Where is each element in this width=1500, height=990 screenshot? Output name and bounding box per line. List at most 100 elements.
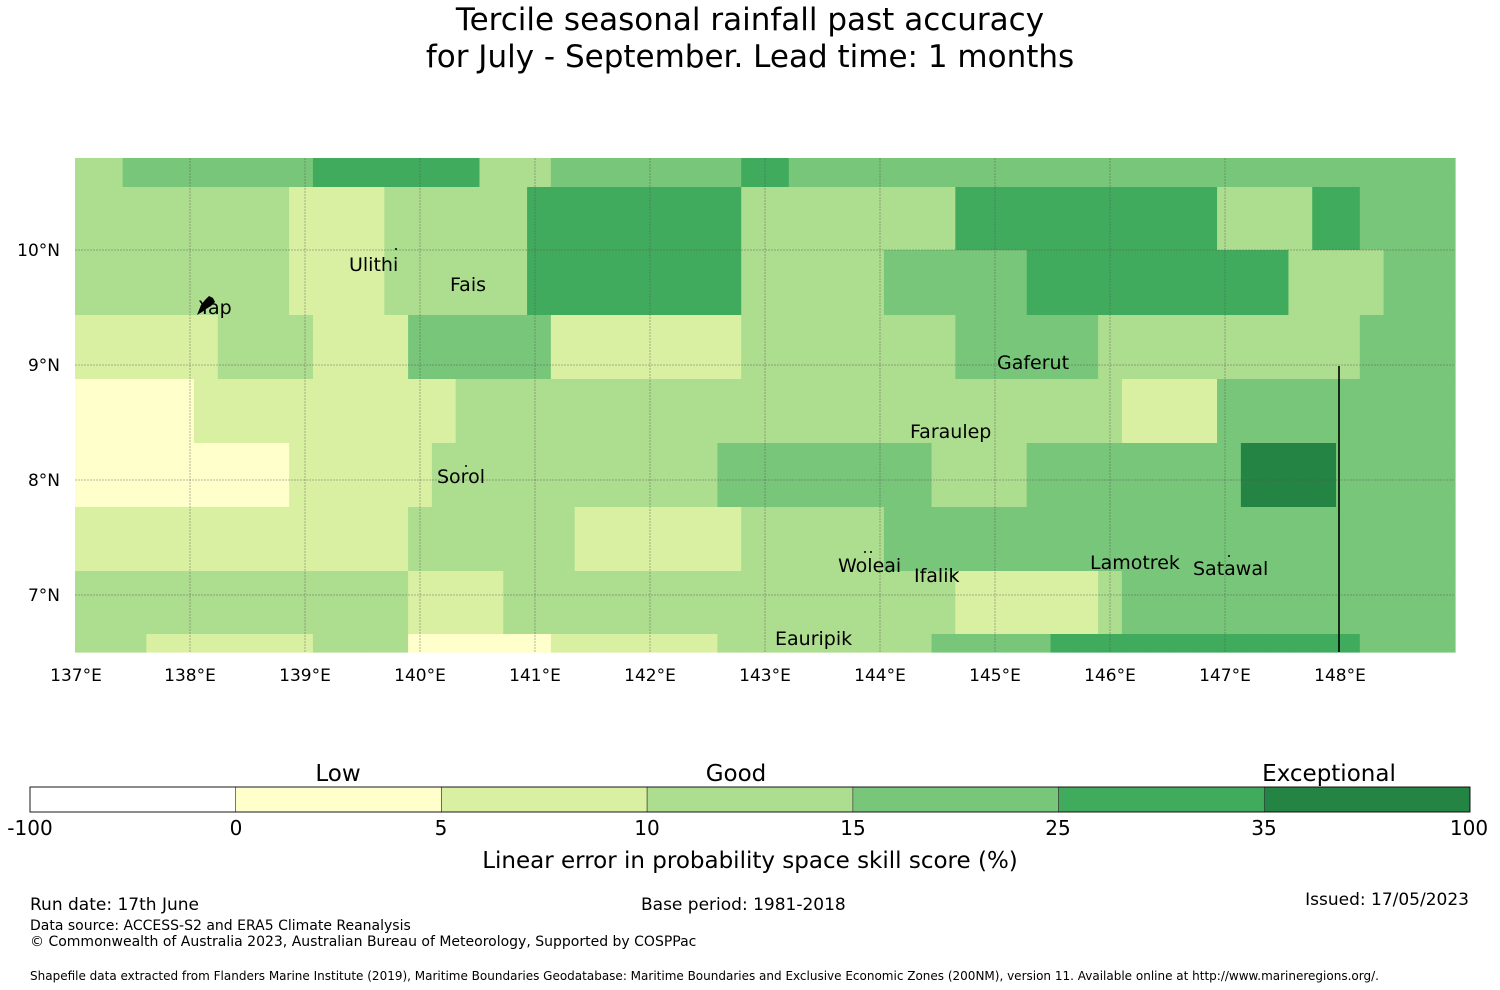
skill-cell: [1050, 379, 1075, 444]
skill-cell: [1193, 571, 1218, 635]
skill-cell: [1383, 315, 1409, 380]
lat-label: 9°N: [28, 356, 60, 376]
skill-cell: [741, 507, 766, 572]
skill-cell: [883, 507, 909, 572]
skill-cell: [622, 507, 647, 572]
skill-cell: [1312, 250, 1337, 316]
skill-cell: [336, 187, 362, 251]
skill-cell: [312, 187, 338, 251]
skill-cell: [1145, 634, 1171, 653]
lon-label: 140°E: [394, 666, 446, 686]
skill-cell: [1383, 250, 1409, 316]
skill-cell: [384, 571, 409, 635]
skill-cell: [122, 443, 147, 508]
skill-cell: [812, 379, 837, 444]
skill-cell: [955, 250, 980, 316]
skill-cell: [741, 158, 766, 188]
skill-cell: [1359, 571, 1385, 635]
skill-cell: [527, 507, 552, 572]
skill-cell: [860, 443, 885, 508]
island-labels: Ulithi Fais Yap Gaferut Faraulep Sorol W…: [198, 254, 1268, 650]
skill-cell: [1121, 443, 1147, 508]
skill-cell: [860, 571, 885, 635]
skill-cell: [1336, 250, 1361, 316]
skill-cell: [1217, 571, 1242, 635]
skill-cell: [289, 379, 314, 444]
skill-cell: [1336, 507, 1361, 572]
colorbar-tick: -100: [7, 816, 52, 840]
colorbar-category-good: Good: [706, 761, 767, 787]
skill-cell: [979, 571, 1004, 635]
skill-cell: [574, 250, 600, 316]
island-label-ifalik: Ifalik: [914, 565, 960, 587]
skill-cell: [1026, 250, 1052, 316]
skill-cell: [860, 507, 885, 572]
skill-cell: [289, 443, 314, 508]
skill-cell: [1240, 158, 1266, 188]
skill-cell: [955, 187, 980, 251]
map-title-line-2: for July - September. Lead time: 1 month…: [425, 39, 1075, 75]
skill-cell: [312, 443, 338, 508]
skill-cell: [75, 571, 100, 635]
skill-cell: [336, 158, 362, 188]
skill-cell: [289, 315, 314, 380]
skill-cell: [98, 571, 124, 635]
skill-cell: [979, 634, 1004, 653]
skill-cell: [717, 158, 742, 188]
skill-cell: [669, 250, 695, 316]
skill-cell: [289, 507, 314, 572]
skill-cell: [979, 507, 1004, 572]
skill-cell: [574, 315, 600, 380]
skill-cell: [669, 158, 695, 188]
skill-cell: [1264, 507, 1290, 572]
skill-cell: [1074, 443, 1099, 508]
skill-cell: [1431, 158, 1456, 188]
skill-cell: [1312, 315, 1337, 380]
skill-cell: [241, 507, 266, 572]
skill-grid-cells: [75, 158, 1456, 653]
colorbar-segment: [29, 786, 237, 813]
skill-cell: [741, 379, 766, 444]
skill-cell: [574, 379, 600, 444]
skill-cell: [527, 379, 552, 444]
skill-cell: [360, 158, 385, 188]
skill-cell: [241, 187, 266, 251]
skill-cell: [812, 507, 837, 572]
skill-cell: [765, 187, 790, 251]
skill-cell: [146, 379, 171, 444]
skill-cell: [741, 634, 766, 653]
skill-cell: [622, 250, 647, 316]
skill-cell: [1121, 571, 1147, 635]
skill-cell: [527, 443, 552, 508]
skill-cell: [1264, 379, 1290, 444]
skill-cell: [598, 443, 623, 508]
skill-cell: [1074, 158, 1099, 188]
skill-cell: [836, 634, 861, 653]
skill-cell: [146, 507, 171, 572]
skill-cell: [1145, 379, 1171, 444]
skill-cell: [1121, 250, 1147, 316]
skill-cell: [931, 443, 956, 508]
skill-cell: [1002, 507, 1028, 572]
skill-cell: [193, 315, 219, 380]
colorbar-category-labels: Low Good Exceptional: [315, 761, 1395, 787]
skill-cell: [1050, 571, 1075, 635]
skill-cell: [312, 571, 338, 635]
skill-cell: [765, 571, 790, 635]
skill-cell: [360, 507, 385, 572]
skill-cell: [812, 315, 837, 380]
skill-cell: [1074, 571, 1099, 635]
skill-cell: [574, 507, 600, 572]
skill-cell: [788, 571, 814, 635]
skill-cell: [1431, 443, 1456, 508]
skill-cell: [907, 443, 933, 508]
satawal-island-shape: [1228, 555, 1230, 557]
lon-label: 143°E: [739, 666, 791, 686]
skill-cell: [1359, 634, 1385, 653]
skill-cell: [1240, 187, 1266, 251]
skill-cell: [98, 443, 124, 508]
skill-cell: [431, 379, 457, 444]
skill-cell: [431, 158, 457, 188]
skill-cell: [1240, 634, 1266, 653]
